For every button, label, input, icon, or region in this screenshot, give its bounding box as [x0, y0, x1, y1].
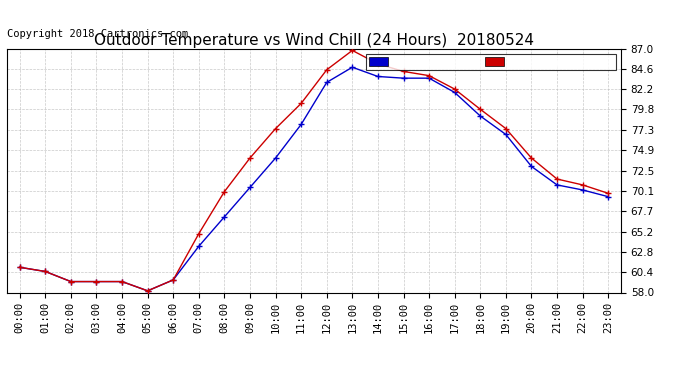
- Title: Outdoor Temperature vs Wind Chill (24 Hours)  20180524: Outdoor Temperature vs Wind Chill (24 Ho…: [94, 33, 534, 48]
- Text: Copyright 2018 Cartronics.com: Copyright 2018 Cartronics.com: [7, 29, 188, 39]
- Legend: Wind Chill  (°F), Temperature  (°F): Wind Chill (°F), Temperature (°F): [366, 54, 615, 70]
